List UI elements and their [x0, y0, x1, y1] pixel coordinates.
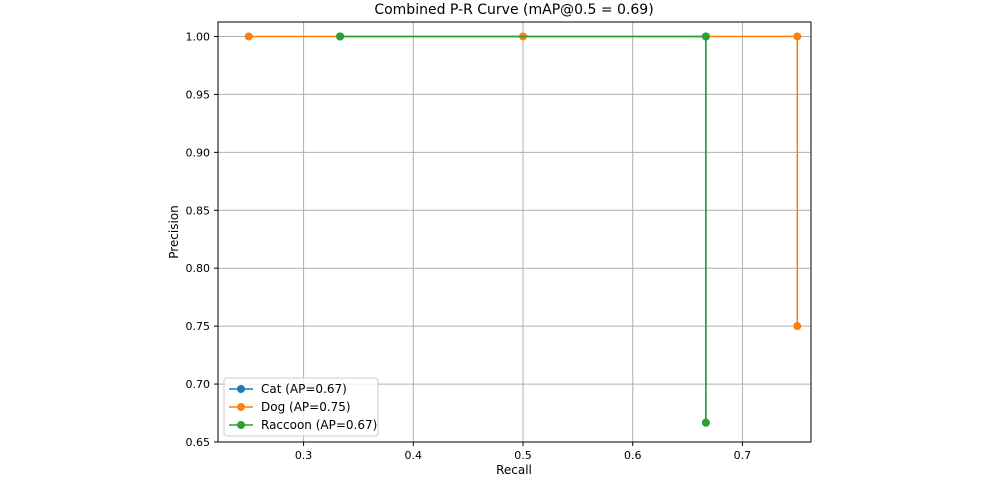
data-point [793, 32, 802, 41]
y-tick-label: 0.90 [186, 146, 211, 159]
y-axis-label: Precision [167, 205, 181, 259]
legend-marker [237, 403, 245, 411]
x-tick-label: 0.6 [624, 449, 642, 462]
legend-label: Cat (AP=0.67) [261, 382, 347, 396]
y-tick-label: 0.70 [186, 378, 211, 391]
legend-marker [237, 421, 245, 429]
x-tick-label: 0.3 [295, 449, 313, 462]
legend: Cat (AP=0.67) Dog (AP=0.75) Raccoon (AP=0.… [223, 377, 379, 437]
data-point [336, 32, 345, 41]
series-2 [336, 32, 710, 427]
x-tick-label: 0.4 [405, 449, 423, 462]
data-point [244, 32, 253, 41]
plot-frame [217, 21, 812, 443]
legend-label: Raccoon (AP=0.67) [261, 418, 377, 432]
chart-title: Combined P-R Curve (mAP@0.5 = 0.69) [374, 2, 653, 18]
data-point [701, 418, 710, 427]
axis-ticks: 0.3 0.4 0.5 0.6 0.7 0.65 0.70 0.75 0.80 0.85 0.90 0… [186, 30, 752, 462]
x-tick-label: 0.5 [514, 449, 532, 462]
y-tick-label: 0.85 [186, 204, 211, 217]
series-lines [244, 32, 802, 427]
data-point [793, 322, 802, 331]
legend-label: Dog (AP=0.75) [261, 400, 351, 414]
x-tick-label: 0.7 [734, 449, 752, 462]
y-tick-label: 1.00 [186, 30, 211, 43]
legend-marker [237, 385, 245, 393]
legend-box [223, 377, 379, 437]
y-tick-label: 0.95 [186, 88, 211, 101]
y-tick-label: 0.65 [186, 436, 211, 449]
y-tick-label: 0.75 [186, 320, 211, 333]
x-axis-label: Recall [496, 463, 532, 477]
y-tick-label: 0.80 [186, 262, 211, 275]
data-point [701, 32, 710, 41]
